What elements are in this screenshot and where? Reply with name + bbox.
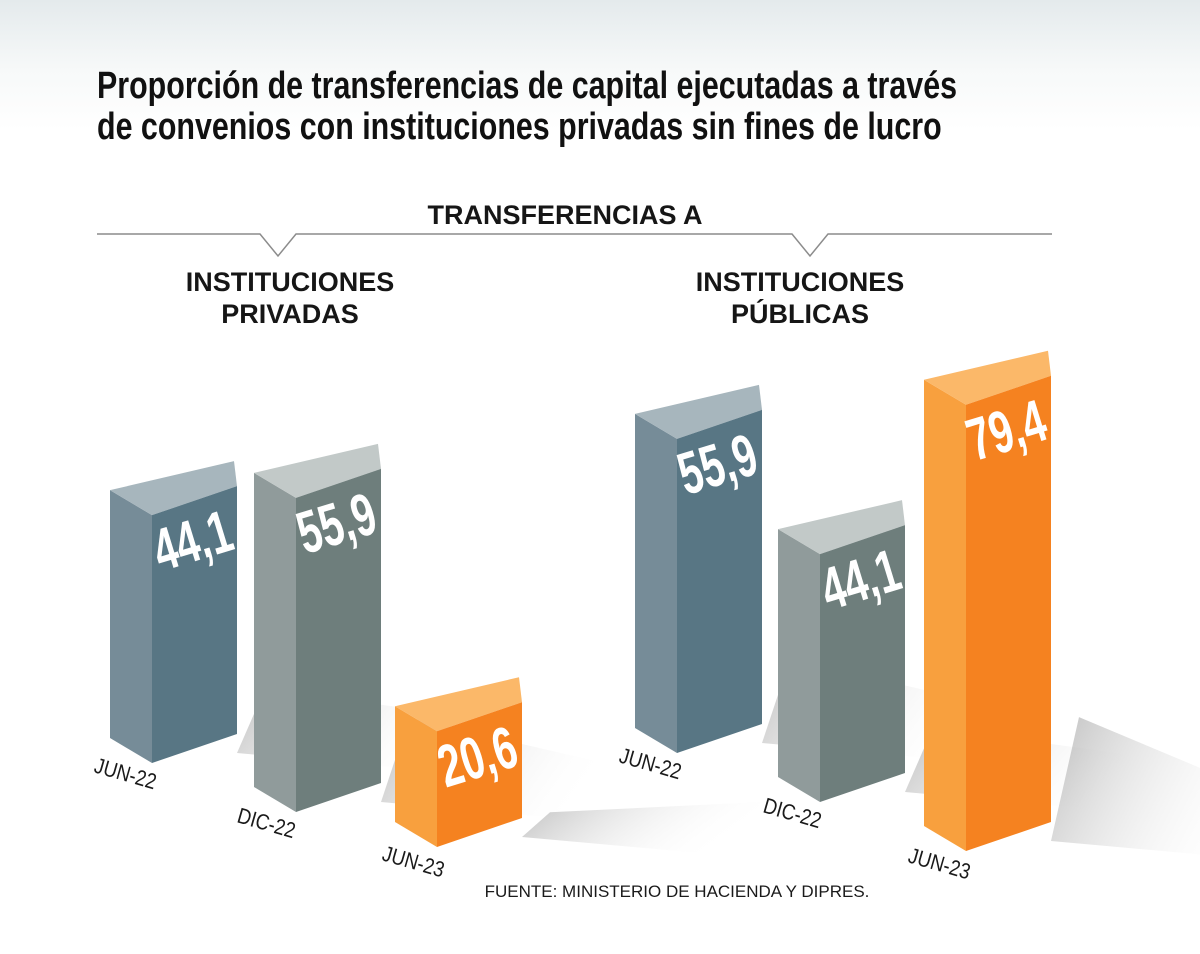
source-note: FUENTE: MINISTERIO DE HACIENDA Y DIPRES.	[485, 882, 870, 901]
bar-side-face	[254, 472, 296, 812]
category-label: DIC-22	[235, 804, 298, 843]
bar-front-face	[966, 375, 1051, 851]
chart-title: Proporción de transferencias de capital …	[97, 65, 958, 148]
category-label: DIC-22	[761, 794, 824, 833]
bar-front-face	[296, 468, 381, 812]
bar-front-face	[677, 409, 762, 753]
header-bracket-line	[97, 233, 1052, 258]
category-label: JUN-23	[380, 842, 447, 882]
bar-top-face	[110, 461, 237, 516]
bar-side-face	[110, 490, 152, 763]
bar-front-face	[152, 486, 237, 763]
group-label-line-1: INSTITUCIONES	[186, 267, 395, 297]
bar-top-face	[924, 350, 1051, 405]
chart-title-line-2: de convenios con instituciones privadas …	[97, 106, 942, 148]
bar-front-face	[437, 702, 522, 847]
bar-shadow	[522, 802, 762, 855]
bar-side-face	[635, 413, 677, 753]
bar-shadow	[1051, 717, 1200, 855]
bar-top-face	[778, 500, 905, 555]
group-label-line-2: PÚBLICAS	[731, 298, 869, 329]
bar-side-face	[778, 529, 820, 802]
bar-side-face	[395, 706, 437, 847]
chart-title-line-1: Proporción de transferencias de capital …	[97, 65, 958, 107]
group-label-line-1: INSTITUCIONES	[696, 267, 905, 297]
bar-front-face	[820, 525, 905, 802]
bar-top-face	[635, 384, 762, 439]
header-label: TRANSFERENCIAS A	[427, 200, 702, 230]
group-label-line-2: PRIVADAS	[221, 299, 359, 329]
bar-top-face	[254, 443, 381, 498]
category-label: JUN-23	[906, 844, 973, 884]
bar-top-face	[395, 677, 522, 732]
bar-side-face	[924, 379, 966, 851]
